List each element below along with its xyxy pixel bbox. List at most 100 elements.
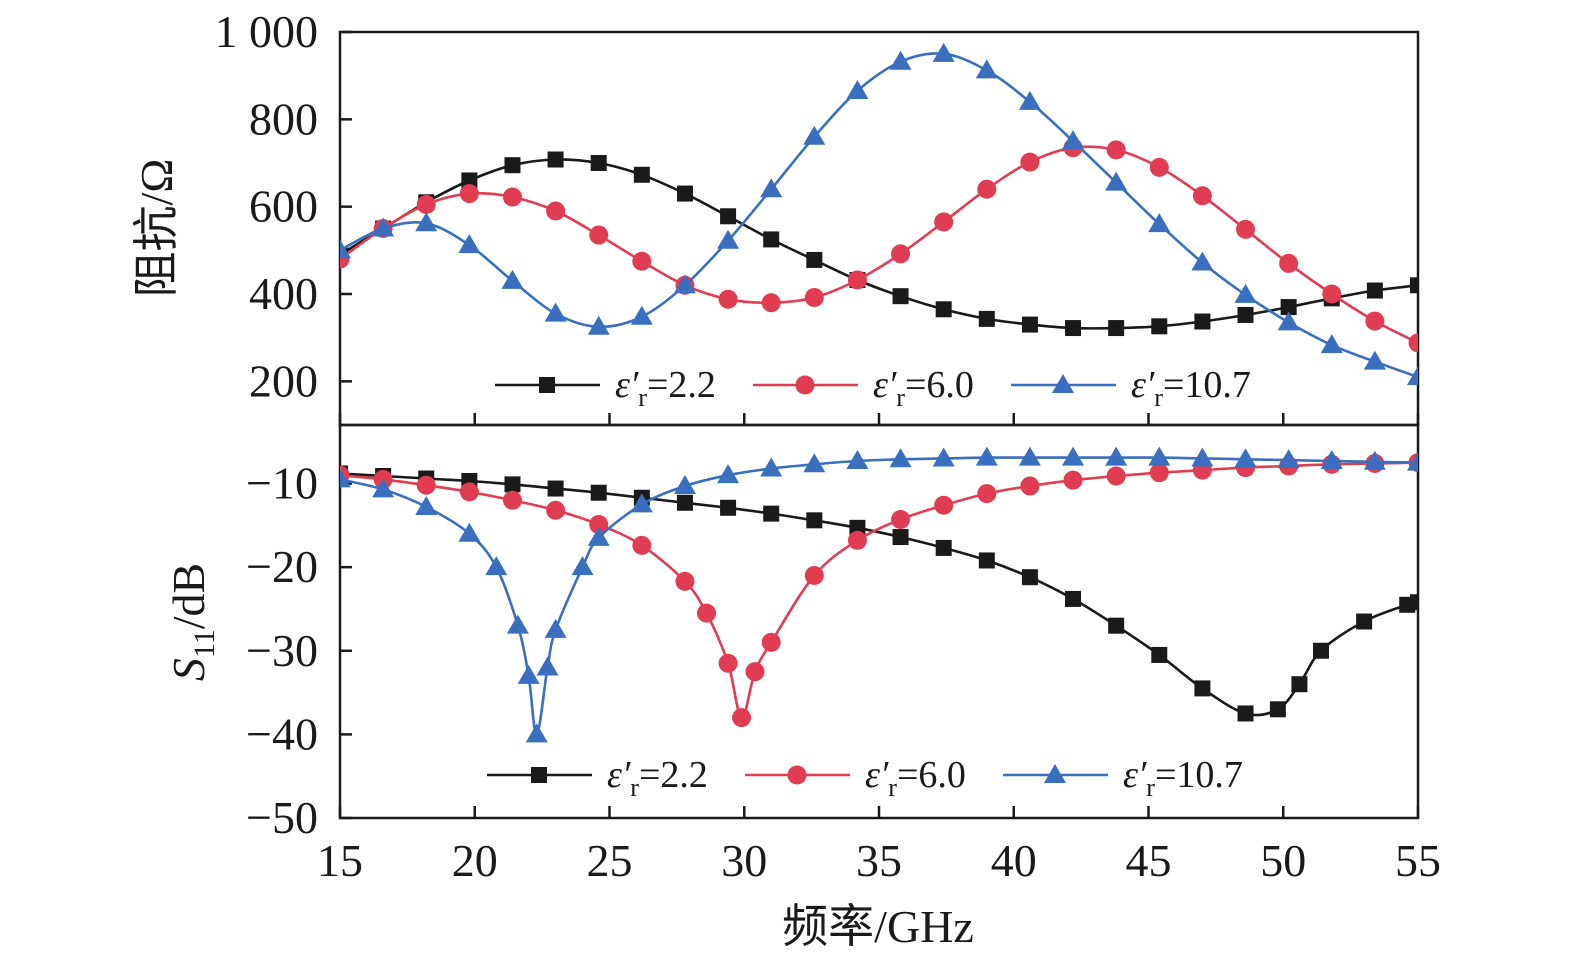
top-series-2-point-13 <box>889 50 912 70</box>
bottom-series-2-point-8 <box>536 656 559 676</box>
bottom-series-1-point-6 <box>589 515 609 535</box>
top-series-2 <box>340 42 1418 385</box>
top-series-2-point-19 <box>1148 213 1171 233</box>
bottom-series-2-point-19 <box>932 447 955 467</box>
s11-subscript: 11 <box>188 629 221 658</box>
bottom-series-2-point-15 <box>760 457 783 477</box>
bottom-y-axis-title: S11/dB <box>163 563 221 681</box>
bottom-series-0-point-17 <box>1065 590 1082 607</box>
bottom-series-0-point-21 <box>1237 705 1254 722</box>
top-series-0-point-13 <box>892 288 909 305</box>
top-series-0-point-21 <box>1237 306 1254 323</box>
top-y-tick-label-4: 1 000 <box>215 6 319 57</box>
bottom-series-1-point-8 <box>675 571 695 591</box>
top-series-2-point-23 <box>1320 334 1343 354</box>
x-tick-label-2: 25 <box>587 835 633 886</box>
top-series-1-point-24 <box>1365 311 1385 331</box>
bottom-series-1-point-11 <box>732 708 752 728</box>
top-series-0-point-25 <box>1410 277 1418 294</box>
bottom-series-2-point-9 <box>544 618 567 638</box>
top-y-tick-label-0: 200 <box>249 355 318 406</box>
top-series-1-point-10 <box>761 293 781 313</box>
bottom-series-line-0 <box>340 472 1418 717</box>
top-series-2-point-6 <box>587 315 610 335</box>
bottom-series-2-point-5 <box>506 614 529 634</box>
bottom-series-0 <box>340 465 1418 722</box>
bottom-series-0-point-18 <box>1108 617 1125 634</box>
bottom-series-1-point-16 <box>891 509 911 529</box>
bottom-series-0-point-14 <box>935 539 952 556</box>
x-tick-label-8: 55 <box>1395 835 1441 886</box>
bottom-series-2-point-18 <box>889 448 912 468</box>
bottom-series-0-point-27 <box>1410 594 1418 611</box>
bottom-series-0-point-8 <box>676 494 693 511</box>
bottom-series-1-point-5 <box>546 500 566 520</box>
top-series-2-point-3 <box>458 234 481 254</box>
top-series-2-point-10 <box>760 178 783 198</box>
top-legend-marker-0 <box>539 377 555 393</box>
bottom-series-1-point-22 <box>1149 463 1169 483</box>
bottom-series-0-point-4 <box>504 476 521 493</box>
s11-panel: −50 −40 −30 −20 −10 15 20 25 30 35 40 45 50 55 ε′r=2.2… <box>246 423 1441 886</box>
top-series-2-point-20 <box>1191 251 1214 271</box>
bottom-y-tick-label-3: −20 <box>246 541 318 592</box>
top-series-1-point-7 <box>632 251 652 271</box>
bottom-series-2-point-22 <box>1062 446 1085 466</box>
bottom-series-1 <box>340 453 1418 728</box>
x-tick-label-3: 30 <box>721 835 767 886</box>
bottom-series-2-point-1 <box>372 478 395 498</box>
bottom-series-2-point-2 <box>415 495 438 515</box>
top-series-1-point-6 <box>589 225 609 245</box>
top-series-2-point-18 <box>1105 171 1128 191</box>
bottom-series-1-point-3 <box>459 482 479 502</box>
bottom-series-0-point-10 <box>763 505 780 522</box>
s11-unit: /dB <box>163 563 214 629</box>
bottom-y-tick-label-4: −10 <box>246 458 318 509</box>
top-series-2-point-7 <box>630 305 653 325</box>
bottom-series-1-point-12 <box>745 662 765 682</box>
bottom-y-tick-label-2: −30 <box>246 625 318 676</box>
top-series-line-2 <box>340 52 1418 379</box>
top-y-tick-label-1: 400 <box>249 268 318 319</box>
top-series-0 <box>340 151 1418 337</box>
bottom-series-2-point-11 <box>587 526 610 546</box>
top-series-0-point-7 <box>633 166 650 183</box>
top-series-0-point-11 <box>806 251 823 268</box>
top-y-tick-label-2: 600 <box>249 181 318 232</box>
top-series-2-point-17 <box>1062 130 1085 150</box>
top-series-0-point-4 <box>504 157 521 174</box>
top-series-2-point-16 <box>1018 90 1041 110</box>
top-series-1-point-5 <box>546 201 566 221</box>
bottom-series-0-point-24 <box>1312 642 1329 659</box>
legend-label-top-0: ε′r=2.2 <box>615 364 716 412</box>
bottom-series-2 <box>340 446 1418 743</box>
bottom-series-2-point-25 <box>1191 447 1214 467</box>
top-legend-marker-1 <box>795 375 815 395</box>
bottom-series-2-point-29 <box>1363 450 1386 470</box>
x-tick-label-4: 35 <box>856 835 902 886</box>
bottom-series-1-point-18 <box>977 484 997 504</box>
bottom-series-1-point-7 <box>632 535 652 555</box>
x-tick-label-1: 20 <box>452 835 498 886</box>
top-series-0-point-19 <box>1151 318 1168 335</box>
bottom-legend-marker-1 <box>787 765 807 785</box>
impedance-panel: 200 400 600 800 1 000 ε′r=2.2 ε′r=6.0 ε′r=10.7 <box>215 6 1420 427</box>
bottom-series-1-point-19 <box>1020 476 1040 496</box>
top-series-0-point-22 <box>1280 299 1297 316</box>
top-series-2-point-11 <box>803 125 826 145</box>
top-y-tick-label-3: 800 <box>249 93 318 144</box>
top-series-0-point-3 <box>461 172 478 189</box>
bottom-series-0-point-6 <box>590 484 607 501</box>
top-series-1-point-20 <box>1192 186 1212 206</box>
legend-label-bottom-0: ε′r=2.2 <box>607 754 708 802</box>
top-series-0-point-15 <box>978 310 995 327</box>
top-series-1 <box>340 138 1418 353</box>
bottom-series-1-point-4 <box>502 490 522 510</box>
top-series-2-point-12 <box>846 79 869 99</box>
top-series-1-point-25 <box>1408 333 1418 353</box>
bottom-series-2-point-26 <box>1234 448 1257 468</box>
top-series-2-point-9 <box>717 229 740 249</box>
bottom-series-2-point-6 <box>517 664 540 684</box>
bottom-series-0-point-16 <box>1021 569 1038 586</box>
bottom-series-line-1 <box>340 461 1418 720</box>
